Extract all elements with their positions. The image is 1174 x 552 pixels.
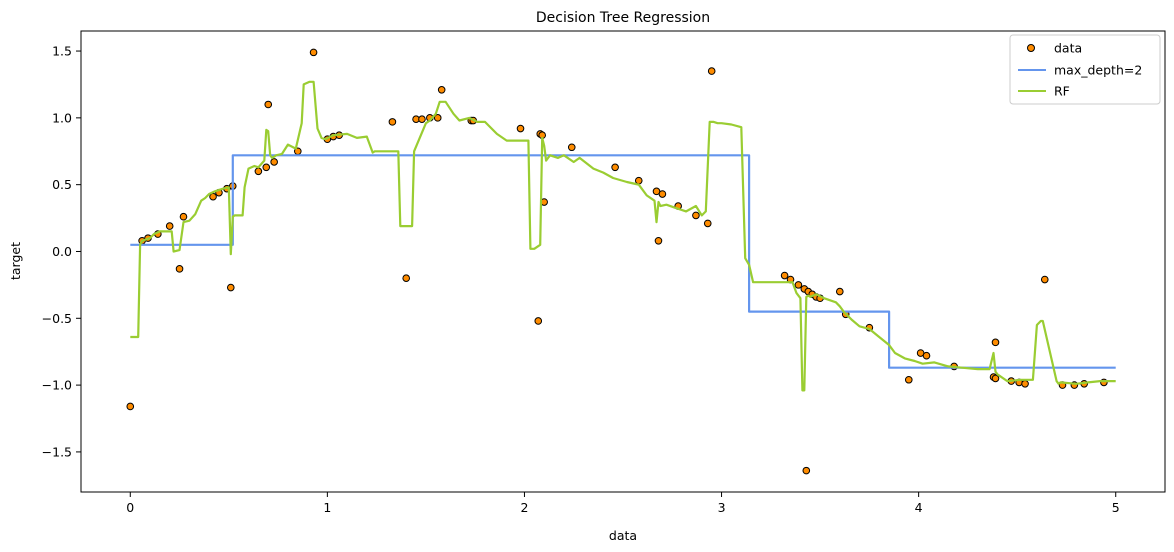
y-axis-ticks: −1.5 −1.0 −0.5 0.0 0.5 1.0 1.5 xyxy=(42,44,81,459)
legend-label-rf: RF xyxy=(1054,84,1070,99)
data-point xyxy=(534,317,543,325)
data-point xyxy=(1040,275,1049,284)
y-tick-label: −1.5 xyxy=(42,444,72,459)
chart-title: Decision Tree Regression xyxy=(536,10,710,26)
y-axis-label: target xyxy=(8,242,23,280)
legend-box xyxy=(1009,34,1161,105)
data-point xyxy=(388,118,397,126)
data-point xyxy=(433,114,442,122)
x-tick-label: 1 xyxy=(323,500,331,515)
data-point xyxy=(179,212,188,221)
data-point xyxy=(437,85,446,94)
legend-label-data: data xyxy=(1054,41,1082,56)
data-point xyxy=(516,124,525,133)
data-point xyxy=(1021,379,1029,388)
data-point xyxy=(126,402,135,411)
data-point xyxy=(264,100,273,109)
data-point xyxy=(254,167,263,176)
data-point xyxy=(270,158,278,166)
data-point xyxy=(780,271,789,280)
data-point xyxy=(904,375,913,384)
data-point xyxy=(226,283,235,292)
x-tick-label: 3 xyxy=(718,500,726,515)
y-tick-label: −0.5 xyxy=(42,311,72,326)
data-point xyxy=(692,211,700,220)
axes-frame xyxy=(80,30,1166,493)
x-tick-label: 0 xyxy=(126,500,134,515)
data-point xyxy=(418,115,426,123)
data-point xyxy=(922,351,931,360)
data-point xyxy=(611,163,619,172)
plot-area xyxy=(126,48,1116,475)
x-tick-label: 2 xyxy=(520,500,528,515)
data-point xyxy=(309,48,318,57)
x-axis-ticks: 0 1 2 3 4 5 xyxy=(126,492,1120,515)
data-point xyxy=(802,466,811,475)
data-point xyxy=(165,222,174,230)
data-point xyxy=(836,287,844,296)
data-point xyxy=(658,190,667,198)
x-tick-label: 5 xyxy=(1112,500,1120,515)
data-point xyxy=(794,281,803,289)
axes-border xyxy=(80,30,1166,493)
data-point xyxy=(175,265,184,273)
data-point xyxy=(991,374,1000,383)
data-point xyxy=(262,163,271,172)
x-tick-label: 4 xyxy=(915,500,923,515)
y-tick-label: 1.5 xyxy=(52,44,72,59)
y-tick-label: 1.0 xyxy=(52,110,72,125)
data-point xyxy=(703,219,712,228)
legend-marker-data xyxy=(1027,44,1035,52)
series-line-rf xyxy=(130,80,1116,392)
legend-label-max-depth: max_depth=2 xyxy=(1054,63,1142,78)
x-axis-label: data xyxy=(609,528,637,543)
data-point xyxy=(707,67,716,75)
y-tick-label: −1.0 xyxy=(42,378,72,393)
data-point xyxy=(402,274,411,283)
data-point xyxy=(634,176,643,185)
y-tick-label: 0.0 xyxy=(52,244,72,259)
data-point xyxy=(991,338,1000,347)
y-tick-label: 0.5 xyxy=(52,177,72,192)
data-point xyxy=(567,143,576,152)
series-line-max-depth xyxy=(130,154,1116,369)
data-point xyxy=(654,236,663,245)
legend: data max_depth=2 RF xyxy=(1009,34,1161,105)
